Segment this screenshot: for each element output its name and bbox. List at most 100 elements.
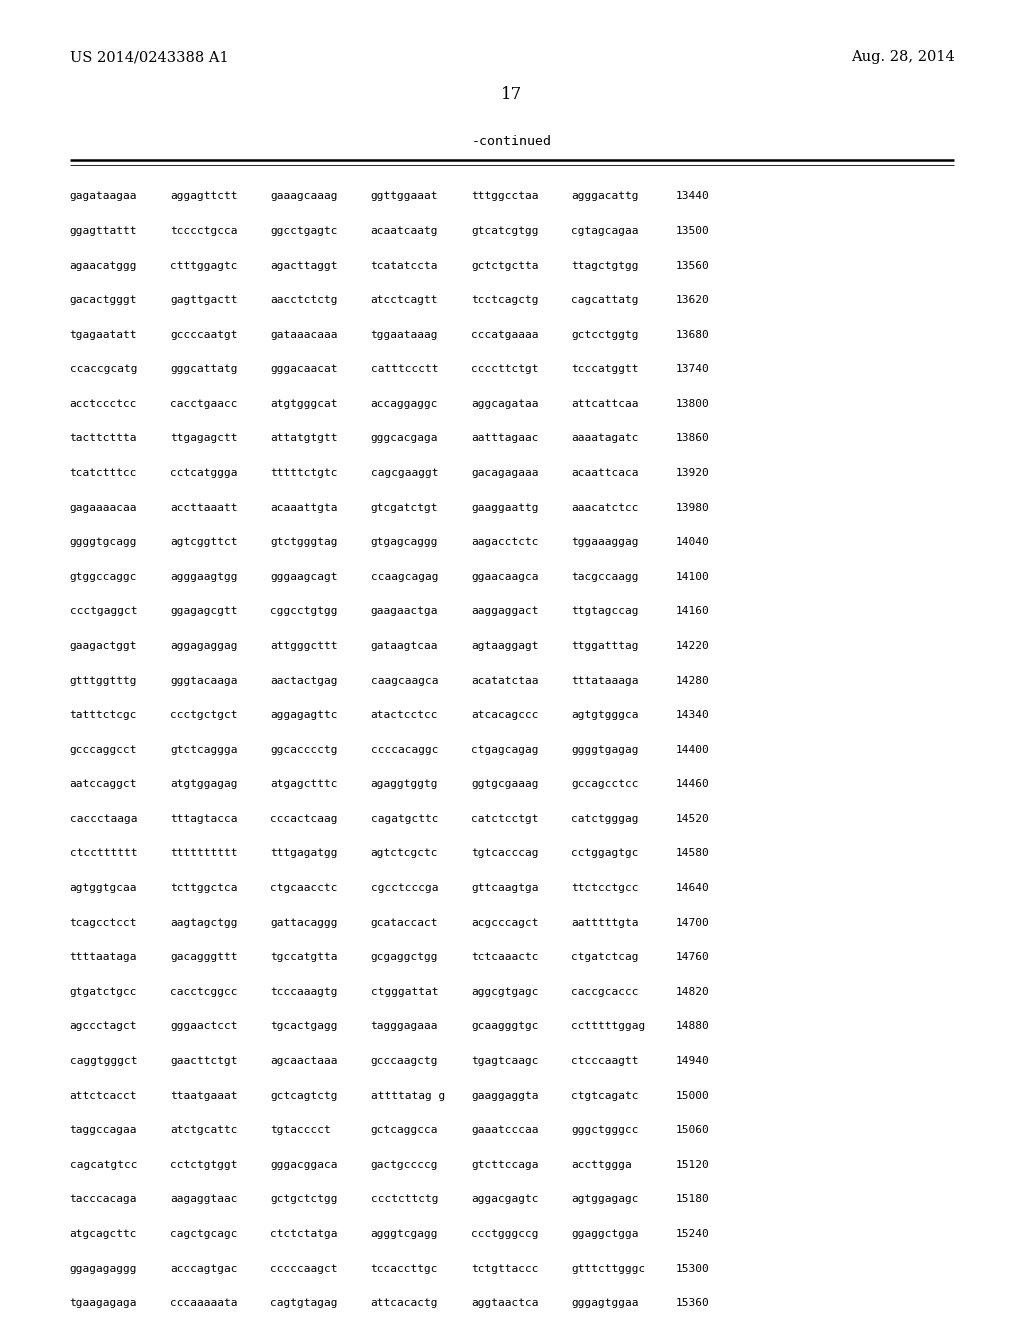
Text: gtttggtttg: gtttggtttg [70,676,137,685]
Text: cagcgaaggt: cagcgaaggt [371,469,438,478]
Text: tttggcctaa: tttggcctaa [471,191,539,202]
Text: 13920: 13920 [676,469,710,478]
Text: accttggga: accttggga [571,1160,632,1170]
Text: gaagactggt: gaagactggt [70,642,137,651]
Text: tcccatggtt: tcccatggtt [571,364,639,375]
Text: gagaaaacaa: gagaaaacaa [70,503,137,512]
Text: attttatag g: attttatag g [371,1090,445,1101]
Text: gtcatcgtgg: gtcatcgtgg [471,226,539,236]
Text: tgccatgtta: tgccatgtta [270,952,338,962]
Text: 14340: 14340 [676,710,710,721]
Text: tcctcagctg: tcctcagctg [471,296,539,305]
Text: acaattcaca: acaattcaca [571,469,639,478]
Text: agcaactaaa: agcaactaaa [270,1056,338,1067]
Text: ttggatttag: ttggatttag [571,642,639,651]
Text: atctgcattc: atctgcattc [170,1125,238,1135]
Text: gaaggaattg: gaaggaattg [471,503,539,512]
Text: 14460: 14460 [676,779,710,789]
Text: 14520: 14520 [676,814,710,824]
Text: ggaacaagca: ggaacaagca [471,572,539,582]
Text: tcccaaagtg: tcccaaagtg [270,987,338,997]
Text: 15000: 15000 [676,1090,710,1101]
Text: catctcctgt: catctcctgt [471,814,539,824]
Text: caggtgggct: caggtgggct [70,1056,137,1067]
Text: 15120: 15120 [676,1160,710,1170]
Text: agtcggttct: agtcggttct [170,537,238,548]
Text: agccctagct: agccctagct [70,1022,137,1031]
Text: tgaagagaga: tgaagagaga [70,1298,137,1308]
Text: catttccctt: catttccctt [371,364,438,375]
Text: ggagagaggg: ggagagaggg [70,1263,137,1274]
Text: attcacactg: attcacactg [371,1298,438,1308]
Text: tacttcttta: tacttcttta [70,433,137,444]
Text: caccctaaga: caccctaaga [70,814,137,824]
Text: cccccaagct: cccccaagct [270,1263,338,1274]
Text: gactgccccg: gactgccccg [371,1160,438,1170]
Text: aagaggtaac: aagaggtaac [170,1195,238,1204]
Text: 14820: 14820 [676,987,710,997]
Text: cagcattatg: cagcattatg [571,296,639,305]
Text: gccccaatgt: gccccaatgt [170,330,238,339]
Text: agaggtggtg: agaggtggtg [371,779,438,789]
Text: gggacggaca: gggacggaca [270,1160,338,1170]
Text: tcatctttcc: tcatctttcc [70,469,137,478]
Text: acccagtgac: acccagtgac [170,1263,238,1274]
Text: gaacttctgt: gaacttctgt [170,1056,238,1067]
Text: ttagctgtgg: ttagctgtgg [571,260,639,271]
Text: aaggaggact: aaggaggact [471,606,539,616]
Text: agtggagagc: agtggagagc [571,1195,639,1204]
Text: cccatgaaaa: cccatgaaaa [471,330,539,339]
Text: cctctgtggt: cctctgtggt [170,1160,238,1170]
Text: caagcaagca: caagcaagca [371,676,438,685]
Text: aggtaactca: aggtaactca [471,1298,539,1308]
Text: gagataagaa: gagataagaa [70,191,137,202]
Text: ggttggaaat: ggttggaaat [371,191,438,202]
Text: 14580: 14580 [676,849,710,858]
Text: attatgtgtt: attatgtgtt [270,433,338,444]
Text: 14220: 14220 [676,642,710,651]
Text: aggacgagtc: aggacgagtc [471,1195,539,1204]
Text: accttaaatt: accttaaatt [170,503,238,512]
Text: gcccaggcct: gcccaggcct [70,744,137,755]
Text: gataagtcaa: gataagtcaa [371,642,438,651]
Text: gacagagaaa: gacagagaaa [471,469,539,478]
Text: cctcatggga: cctcatggga [170,469,238,478]
Text: atactcctcc: atactcctcc [371,710,438,721]
Text: gggctgggcc: gggctgggcc [571,1125,639,1135]
Text: tacccacaga: tacccacaga [70,1195,137,1204]
Text: ctctctatga: ctctctatga [270,1229,338,1239]
Text: ctcccaagtt: ctcccaagtt [571,1056,639,1067]
Text: gggacaacat: gggacaacat [270,364,338,375]
Text: tcccctgcca: tcccctgcca [170,226,238,236]
Text: gggagtggaa: gggagtggaa [571,1298,639,1308]
Text: tggaaaggag: tggaaaggag [571,537,639,548]
Text: cctttttggag: cctttttggag [571,1022,646,1031]
Text: gtgatctgcc: gtgatctgcc [70,987,137,997]
Text: cagatgcttc: cagatgcttc [371,814,438,824]
Text: 15360: 15360 [676,1298,710,1308]
Text: agtctcgctc: agtctcgctc [371,849,438,858]
Text: ctttggagtc: ctttggagtc [170,260,238,271]
Text: ccccacaggc: ccccacaggc [371,744,438,755]
Text: ggcctgagtc: ggcctgagtc [270,226,338,236]
Text: ggagttattt: ggagttattt [70,226,137,236]
Text: gcccaagctg: gcccaagctg [371,1056,438,1067]
Text: cggcctgtgg: cggcctgtgg [270,606,338,616]
Text: tttttctgtc: tttttctgtc [270,469,338,478]
Text: 14160: 14160 [676,606,710,616]
Text: 13860: 13860 [676,433,710,444]
Text: gaaatcccaa: gaaatcccaa [471,1125,539,1135]
Text: Aug. 28, 2014: Aug. 28, 2014 [851,50,954,65]
Text: tagggagaaa: tagggagaaa [371,1022,438,1031]
Text: 15240: 15240 [676,1229,710,1239]
Text: agacttaggt: agacttaggt [270,260,338,271]
Text: 14640: 14640 [676,883,710,894]
Text: tgtcacccag: tgtcacccag [471,849,539,858]
Text: ccaagcagag: ccaagcagag [371,572,438,582]
Text: aggagaggag: aggagaggag [170,642,238,651]
Text: tcttggctca: tcttggctca [170,883,238,894]
Text: agggaagtgg: agggaagtgg [170,572,238,582]
Text: gctcagtctg: gctcagtctg [270,1090,338,1101]
Text: 17: 17 [502,86,522,103]
Text: tgcactgagg: tgcactgagg [270,1022,338,1031]
